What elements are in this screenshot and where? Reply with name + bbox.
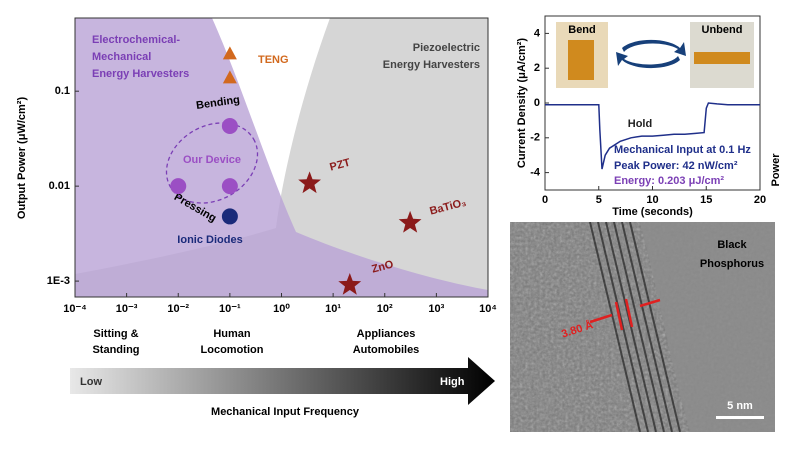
photo-unbend-label: Unbend (702, 24, 743, 36)
photo-bend-label: Bend (568, 24, 596, 36)
arrow-high: High (440, 376, 465, 388)
category-label: Sitting & (93, 328, 138, 340)
point (222, 70, 237, 84)
photo-unbend-device (694, 52, 750, 64)
arrow-low: Low (80, 376, 102, 388)
x-tick-label: 10⁻³ (116, 303, 138, 315)
region-label: Piezoelectric (413, 42, 480, 54)
annotation: Energy: 0.203 μJ/cm² (614, 175, 724, 187)
piezo-region (75, 18, 488, 297)
x-tick-label: 10⁴ (479, 303, 497, 315)
x-tick-label: 10⁻⁴ (63, 303, 86, 315)
point (398, 210, 422, 233)
tem-scale: 5 nm (727, 400, 753, 412)
y-tick-label: -4 (530, 167, 541, 179)
point (222, 46, 237, 60)
point (170, 178, 187, 195)
region-label: Energy Harvesters (383, 59, 480, 71)
x-tick-label: 5 (596, 194, 602, 206)
x-tick-label: 20 (754, 194, 766, 206)
x-tick-label: 10⁰ (273, 303, 290, 315)
tem-image (510, 222, 775, 432)
point (338, 273, 362, 295)
category-label: Locomotion (201, 344, 264, 356)
point (221, 208, 238, 225)
series-label: Our Device (183, 154, 241, 166)
y-tick-label: 0.1 (55, 85, 70, 97)
frequency-arrow (70, 357, 495, 405)
y-axis-label: Output Power (μW/cm²) (16, 97, 28, 220)
point (221, 117, 238, 134)
y-tick-label: 0.01 (49, 180, 70, 192)
category-label: Appliances (357, 328, 416, 340)
annotation: Hold (628, 118, 652, 130)
category-label: Human (213, 328, 251, 340)
y2-axis-label: Power (770, 153, 782, 187)
y-tick-label: -2 (530, 132, 540, 144)
x-tick-label: 10³ (428, 303, 444, 315)
cycle-arrow-top (622, 39, 686, 56)
region-label: Mechanical (92, 51, 151, 63)
x-axis-label: Time (seconds) (612, 206, 693, 218)
x-tick-label: 10 (646, 194, 658, 206)
current-line (545, 102, 760, 170)
series-label: Ionic Diodes (177, 234, 242, 246)
photo-bend-device (568, 40, 594, 80)
x-tick-label: 10¹ (325, 303, 341, 315)
point (298, 171, 321, 194)
region-label: Electrochemical- (92, 34, 180, 46)
x-tick-label: 10⁻² (167, 303, 189, 315)
category-label: Standing (92, 344, 139, 356)
point (221, 178, 238, 195)
x-tick-label: 15 (700, 194, 712, 206)
spacing-marker (589, 298, 661, 331)
annotation: Mechanical Input at 0.1 Hz (614, 144, 751, 156)
annotation: Peak Power: 42 nW/cm² (614, 160, 738, 172)
y-axis-label: Current Density (μA/cm²) (516, 38, 528, 169)
series-label: ZnO (370, 258, 395, 275)
tem-title-2: Phosphorus (700, 258, 764, 270)
scale-bar (716, 416, 764, 419)
electrochem-region (75, 18, 488, 297)
x-tick-label: 10² (377, 303, 393, 315)
arrow-label: Mechanical Input Frequency (211, 406, 360, 418)
y-tick-label: 4 (534, 27, 541, 39)
region-label: Energy Harvesters (92, 68, 189, 80)
x-tick-label: 10⁻¹ (219, 303, 241, 315)
y-tick-label: 2 (534, 62, 540, 74)
series-label: TENG (258, 54, 289, 66)
category-label: Automobiles (353, 344, 420, 356)
y-tick-label: 0 (534, 97, 540, 109)
x-tick-label: 0 (542, 194, 548, 206)
y-tick-label: 1E-3 (47, 275, 70, 287)
tem-title-1: Black (717, 239, 747, 251)
cycle-arrow-bottom (616, 52, 680, 69)
series-label: PZT (328, 157, 351, 174)
